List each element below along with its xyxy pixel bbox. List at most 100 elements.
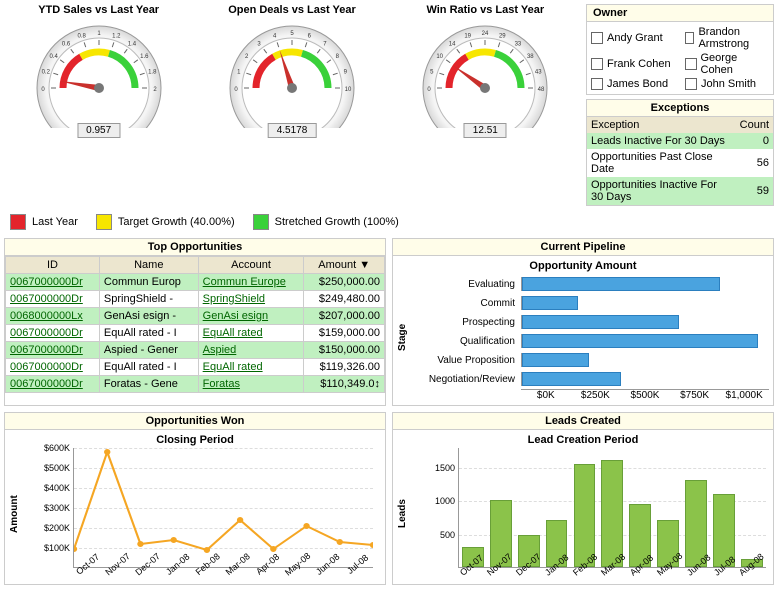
op-amount: $110,349.0↕ [304,376,385,393]
gauge-1: Open Deals vs Last Year 012345678910 [197,4,386,206]
op-name: SpringShield - [99,291,198,308]
pipeline-row-4: Value Proposition [411,351,769,369]
op-col-1[interactable]: Name [99,257,198,274]
leads-ytick: 1500 [411,463,455,473]
op-amount: $249,480.00 [304,291,385,308]
owner-checkbox-3[interactable]: George Cohen [685,52,769,76]
won-ylabel: Amount [9,448,23,580]
checkbox-icon[interactable] [591,32,603,44]
ex-row-2[interactable]: Opportunities Inactive For 30 Days59 [587,177,773,205]
pipeline-label: Value Proposition [411,355,521,366]
op-col-0[interactable]: ID [6,257,100,274]
op-account-link[interactable]: EquAll rated [203,361,263,373]
checkbox-icon[interactable] [685,58,697,70]
won-ytick: $200K [26,523,70,533]
gauge-value-2: 12.51 [464,123,507,138]
won-ytick: $500K [26,463,70,473]
op-id-link[interactable]: 0068000000Lx [10,310,83,322]
op-account-link[interactable]: GenAsi esign [203,310,268,322]
op-col-2[interactable]: Account [198,257,304,274]
pipeline-label: Commit [411,298,521,309]
opportunities-won-panel: Opportunities Won Closing Period Amount … [4,412,386,585]
owner-title: Owner [587,5,773,22]
op-row-0: 0067000000Dr Commun Europ Commun Europe … [6,274,385,291]
won-ytick: $600K [26,443,70,453]
leads-ytick: 1000 [411,496,455,506]
top-opportunities-panel: Top Opportunities IDNameAccountAmount ▼ … [4,238,386,406]
op-id-link[interactable]: 0067000000Dr [10,293,83,305]
checkbox-icon[interactable] [591,78,603,90]
owner-checkbox-0[interactable]: Andy Grant [591,26,675,50]
owner-label: Brandon Armstrong [698,26,769,50]
op-id-link[interactable]: 0067000000Dr [10,276,83,288]
won-ytick: $300K [26,503,70,513]
pipeline-title: Current Pipeline [393,239,773,256]
op-id-link[interactable]: 0067000000Dr [10,327,83,339]
op-row-6: 0067000000Dr Foratas - Gene Foratas $110… [6,376,385,393]
owner-checkbox-4[interactable]: James Bond [591,78,675,90]
svg-text:24: 24 [482,31,489,37]
ex-col-0: Exception [587,117,736,133]
gauge-title-0: YTD Sales vs Last Year [4,4,193,16]
owner-label: George Cohen [701,52,770,76]
op-row-4: 0067000000Dr Aspied - Gener Aspied $150,… [6,342,385,359]
op-amount: $250,000.00 [304,274,385,291]
pipeline-bar [522,353,589,367]
op-row-3: 0067000000Dr EquAll rated - I EquAll rat… [6,325,385,342]
pipeline-bar [522,334,758,348]
pipeline-xaxis: $0K$250K$500K$750K$1,000K [521,389,769,401]
op-id-link[interactable]: 0067000000Dr [10,361,83,373]
checkbox-icon[interactable] [685,32,694,44]
svg-text:10: 10 [437,54,444,60]
op-name: GenAsi esign - [99,308,198,325]
owner-label: Frank Cohen [607,58,671,70]
pipeline-label: Evaluating [411,279,521,290]
op-account-link[interactable]: SpringShield [203,293,265,305]
op-account-link[interactable]: Aspied [203,344,237,356]
op-row-1: 0067000000Dr SpringShield - SpringShield… [6,291,385,308]
won-point [74,546,77,552]
svg-text:48: 48 [538,87,545,93]
owner-panel: Owner Andy Grant Brandon Armstrong Frank C… [586,4,774,95]
owner-label: Andy Grant [607,32,663,44]
svg-text:29: 29 [499,34,506,40]
checkbox-icon[interactable] [591,58,603,70]
owner-checkbox-1[interactable]: Brandon Armstrong [685,26,769,50]
ex-row-0[interactable]: Leads Inactive For 30 Days0 [587,133,773,149]
won-ytick: $100K [26,543,70,553]
checkbox-icon[interactable] [685,78,697,90]
pipeline-row-0: Evaluating [411,275,769,293]
won-line [74,452,373,550]
op-row-5: 0067000000Dr EquAll rated - I EquAll rat… [6,359,385,376]
won-ytick: $400K [26,483,70,493]
owner-checkbox-2[interactable]: Frank Cohen [591,52,675,76]
ex-row-1[interactable]: Opportunities Past Close Date56 [587,149,773,177]
legend-item-0: Last Year [10,214,78,230]
op-account-link[interactable]: Foratas [203,378,240,390]
op-id-link[interactable]: 0067000000Dr [10,378,83,390]
pipeline-row-5: Negotiation/Review [411,370,769,388]
owner-checkbox-5[interactable]: John Smith [685,78,769,90]
svg-text:0.4: 0.4 [49,54,58,60]
op-amount: $119,326.00 [304,359,385,376]
op-account-link[interactable]: Commun Europe [203,276,286,288]
won-point [137,541,143,547]
pipeline-ylabel: Stage [397,274,411,401]
leads-title: Leads Created [393,413,773,430]
op-name: EquAll rated - I [99,325,198,342]
owner-label: John Smith [701,78,756,90]
svg-text:1.4: 1.4 [127,42,136,48]
pipeline-row-3: Qualification [411,332,769,350]
svg-text:10: 10 [345,87,352,93]
gauge-title-2: Win Ratio vs Last Year [391,4,580,16]
svg-text:0.2: 0.2 [41,70,50,76]
op-account-link[interactable]: EquAll rated [203,327,263,339]
pipeline-row-2: Prospecting [411,313,769,331]
op-name: Aspied - Gener [99,342,198,359]
gauge-value-1: 4.5178 [268,123,317,138]
svg-text:43: 43 [535,70,542,76]
legend-item-2: Stretched Growth (100%) [253,214,399,230]
op-col-3[interactable]: Amount ▼ [304,257,385,274]
op-id-link[interactable]: 0067000000Dr [10,344,83,356]
svg-text:14: 14 [449,42,456,48]
